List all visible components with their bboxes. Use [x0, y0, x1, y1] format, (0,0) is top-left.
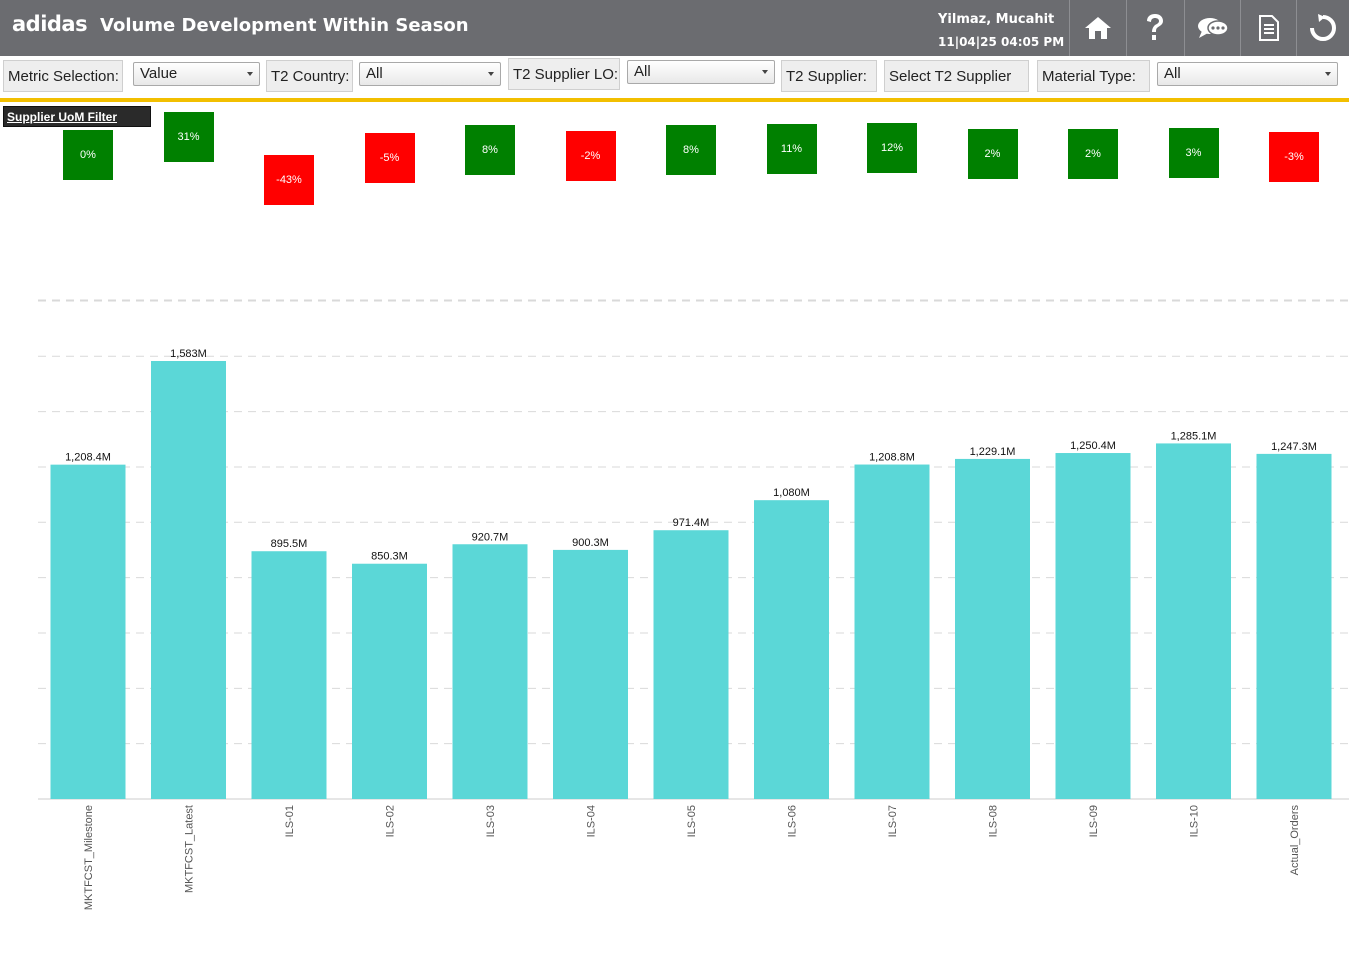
chevron-down-icon — [1325, 72, 1331, 76]
category-label: MKTFCST_Milestone — [83, 805, 95, 910]
category-label: ILS-03 — [485, 805, 497, 837]
variance-badge: 31% — [163, 112, 214, 163]
variance-badge: -2% — [565, 131, 616, 182]
refresh-icon — [1310, 14, 1336, 41]
category-label: ILS-10 — [1189, 805, 1201, 837]
user-name: Yilmaz, Mucahit — [938, 12, 1055, 27]
category-label: MKTFCST_Latest — [184, 805, 196, 893]
category-label: ILS-06 — [787, 805, 799, 837]
help-button[interactable] — [1126, 0, 1182, 56]
metric-selection-label: Metric Selection: — [3, 60, 123, 92]
t2-country-dropdown[interactable]: All — [359, 62, 501, 86]
t2-country-value: All — [366, 65, 383, 82]
chevron-down-icon — [247, 72, 253, 76]
category-label: ILS-04 — [586, 805, 598, 837]
bar-ILS-09[interactable] — [1055, 453, 1131, 799]
t2-supplier-lo-value: All — [634, 63, 651, 80]
comments-button[interactable] — [1184, 0, 1240, 56]
t2-country-label: T2 Country: — [266, 60, 353, 92]
bar-ILS-08[interactable] — [955, 458, 1030, 799]
category-label: ILS-05 — [686, 805, 698, 837]
variance-badge: -3% — [1269, 131, 1319, 182]
bar-ILS-01[interactable] — [251, 551, 327, 799]
t2-supplier-lo-dropdown[interactable]: All — [627, 60, 775, 84]
metric-selection-value: Value — [140, 65, 178, 82]
bar-value-label: 1,208.4M — [65, 452, 111, 464]
variance-badge: -5% — [364, 132, 415, 183]
bar-value-label: 900.3M — [572, 537, 609, 549]
category-label: ILS-02 — [385, 805, 397, 837]
variance-badge: 8% — [465, 125, 515, 176]
bar-ILS-07[interactable] — [854, 464, 930, 799]
bar-ILS-02[interactable] — [352, 563, 427, 799]
variance-badge: 0% — [63, 130, 113, 180]
bar-Actual_Orders[interactable] — [1256, 453, 1332, 799]
variance-badge: 11% — [766, 123, 817, 174]
document-icon — [1258, 15, 1279, 41]
bar-MKTFCST_Latest[interactable] — [151, 361, 226, 799]
category-label: ILS-08 — [988, 805, 1000, 837]
bar-MKTFCST_Milestone[interactable] — [50, 464, 126, 799]
bar-value-label: 1,229.1M — [970, 446, 1016, 458]
bar-value-label: 920.7M — [472, 531, 509, 543]
filter-bar: Metric Selection: Value T2 Country: All … — [0, 56, 1349, 98]
supplier-uom-filter-button[interactable]: Supplier UoM Filter — [3, 106, 151, 127]
variance-badge: 8% — [666, 125, 716, 176]
bar-value-label: 1,250.4M — [1070, 440, 1116, 452]
bar-value-label: 1,080M — [773, 487, 810, 499]
bar-ILS-10[interactable] — [1156, 443, 1231, 799]
material-type-label: Material Type: — [1037, 60, 1150, 92]
category-label: ILS-01 — [284, 805, 296, 837]
metric-selection-dropdown[interactable]: Value — [133, 62, 260, 86]
chat-icon — [1197, 18, 1229, 38]
page-title: Volume Development Within Season — [100, 15, 469, 36]
adidas-logo: adidas — [12, 12, 88, 36]
accent-divider — [0, 98, 1349, 102]
variance-badge: 2% — [967, 128, 1018, 179]
variance-badge: 2% — [1068, 128, 1118, 179]
variance-badge: 12% — [867, 123, 917, 174]
material-type-dropdown[interactable]: All — [1157, 62, 1338, 86]
bar-value-label: 850.3M — [371, 551, 408, 563]
bar-value-label: 1,285.1M — [1171, 430, 1217, 442]
category-label: ILS-09 — [1088, 805, 1100, 837]
material-type-value: All — [1164, 65, 1181, 82]
t2-supplier-selector[interactable]: Select T2 Supplier — [884, 60, 1029, 92]
category-label: Actual_Orders — [1289, 805, 1301, 876]
chevron-down-icon — [488, 72, 494, 76]
t2-supplier-label: T2 Supplier: — [781, 60, 877, 92]
bar-ILS-04[interactable] — [553, 549, 628, 799]
bar-value-label: 971.4M — [673, 517, 710, 529]
t2-supplier-lo-label: T2 Supplier LO: — [508, 58, 620, 90]
bar-value-label: 1,208.8M — [869, 452, 915, 464]
variance-badge: -43% — [264, 154, 314, 205]
refresh-button[interactable] — [1296, 0, 1349, 56]
bar-value-label: 895.5M — [271, 538, 308, 550]
chevron-down-icon — [762, 70, 768, 74]
bar-ILS-05[interactable] — [653, 530, 729, 799]
bar-ILS-03[interactable] — [452, 544, 528, 799]
bar-value-label: 1,247.3M — [1271, 441, 1317, 453]
app-header: adidas Volume Development Within Season … — [0, 0, 1349, 56]
category-label: ILS-07 — [887, 805, 899, 837]
bar-ILS-06[interactable] — [754, 500, 829, 799]
home-button[interactable] — [1069, 0, 1125, 56]
question-icon — [1146, 14, 1163, 40]
datetime-stamp: 11|04|25 04:05 PM — [938, 35, 1065, 49]
home-icon — [1084, 17, 1111, 39]
document-button[interactable] — [1240, 0, 1296, 56]
variance-badge: 3% — [1168, 128, 1219, 179]
bar-value-label: 1,583M — [170, 348, 207, 360]
